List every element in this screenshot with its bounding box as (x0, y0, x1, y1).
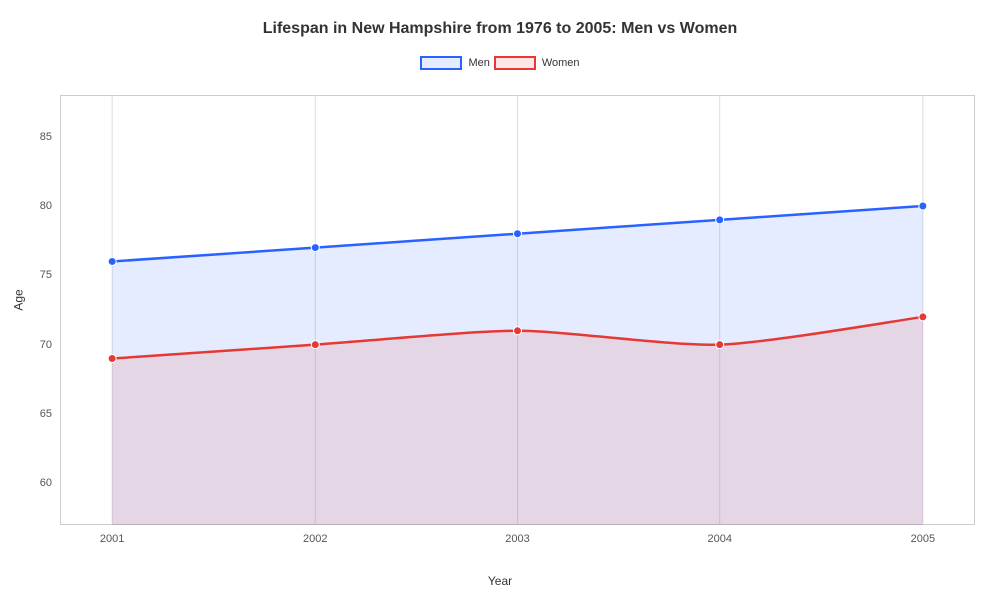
plot-area: 60657075808520012002200320042005 (60, 95, 975, 525)
chart-title: Lifespan in New Hampshire from 1976 to 2… (0, 0, 1000, 38)
x-tick-label: 2004 (707, 533, 731, 545)
y-tick-label: 75 (40, 269, 52, 281)
legend-swatch-women (494, 56, 536, 70)
y-tick-label: 85 (40, 131, 52, 143)
legend-label-women: Women (542, 57, 580, 69)
legend-swatch-men (420, 56, 462, 70)
y-tick-label: 80 (40, 200, 52, 212)
x-tick-label: 2005 (911, 533, 935, 545)
data-point[interactable] (716, 216, 724, 224)
y-axis-label: Age (12, 289, 26, 310)
legend-item-women[interactable]: Women (494, 56, 580, 70)
data-point[interactable] (514, 327, 522, 335)
legend-item-men[interactable]: Men (420, 56, 489, 70)
data-point[interactable] (108, 257, 116, 265)
data-point[interactable] (919, 202, 927, 210)
x-tick-label: 2003 (505, 533, 529, 545)
data-point[interactable] (716, 341, 724, 349)
legend: Men Women (0, 56, 1000, 70)
data-point[interactable] (514, 230, 522, 238)
data-point[interactable] (108, 355, 116, 363)
chart-svg (60, 95, 975, 525)
y-tick-label: 65 (40, 408, 52, 420)
x-tick-label: 2001 (100, 533, 124, 545)
data-point[interactable] (311, 244, 319, 252)
data-point[interactable] (919, 313, 927, 321)
x-tick-label: 2002 (303, 533, 327, 545)
data-point[interactable] (311, 341, 319, 349)
y-tick-label: 60 (40, 477, 52, 489)
chart-container: Lifespan in New Hampshire from 1976 to 2… (0, 0, 1000, 600)
legend-label-men: Men (468, 57, 489, 69)
x-axis-label: Year (488, 574, 512, 588)
y-tick-label: 70 (40, 339, 52, 351)
